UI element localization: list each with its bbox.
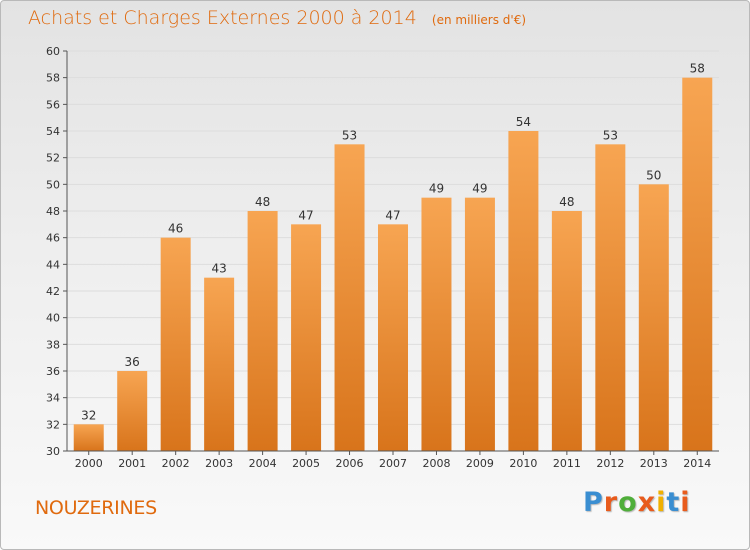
axes: [63, 50, 719, 455]
data-label: 36: [125, 355, 140, 369]
x-tick-label: 2014: [683, 457, 711, 470]
x-tick-label: 2012: [596, 457, 624, 470]
y-tick-label: 46: [46, 232, 60, 245]
bar: [291, 224, 322, 451]
data-label: 47: [298, 208, 313, 222]
bar: [551, 211, 582, 451]
bar: [160, 237, 191, 451]
x-tick-label: 2006: [336, 457, 364, 470]
title-row: Achats et Charges Externes 2000 à 2014 (…: [28, 7, 526, 29]
data-label: 46: [168, 222, 183, 236]
y-tick-label: 40: [46, 312, 60, 325]
bar: [595, 144, 626, 452]
y-tick-label: 52: [46, 152, 60, 165]
logo-letter: i: [656, 487, 667, 518]
data-label: 47: [385, 208, 400, 222]
logo-letter: P: [583, 487, 604, 518]
x-tick-label: 2004: [249, 457, 277, 470]
y-tick-label: 44: [46, 258, 60, 271]
data-label: 49: [429, 182, 444, 196]
logo-letter: r: [603, 487, 619, 518]
x-tick-label: 2002: [162, 457, 190, 470]
data-label: 48: [559, 195, 574, 209]
logo-letter: x: [637, 487, 657, 518]
place-name: NOUZERINES: [35, 497, 157, 519]
y-tick-label: 48: [46, 205, 60, 218]
bar: [117, 371, 148, 451]
y-tick-label: 50: [46, 178, 60, 191]
y-tick-label: 60: [46, 45, 60, 58]
y-tick-label: 30: [46, 445, 60, 458]
labels: 30 32 34 36 38 40 42 44 46 48 50 52 54 56 58 60 32 2000 36…: [46, 45, 711, 470]
x-tick-label: 2013: [640, 457, 668, 470]
bar: [73, 424, 104, 451]
bar: [204, 277, 235, 451]
x-tick-label: 2003: [205, 457, 233, 470]
data-label: 43: [211, 262, 226, 276]
x-tick-label: 2011: [553, 457, 581, 470]
data-label: 54: [516, 115, 531, 129]
y-tick-label: 34: [46, 392, 60, 405]
bar: [378, 224, 408, 451]
x-tick-label: 2000: [75, 457, 103, 470]
y-tick-label: 32: [46, 418, 60, 431]
x-tick-label: 2005: [292, 457, 320, 470]
y-tick-label: 58: [46, 72, 60, 85]
bar: [247, 211, 278, 451]
bar: [421, 197, 452, 451]
chart-title: Achats et Charges Externes 2000 à 2014: [28, 7, 417, 29]
bar: [682, 77, 713, 452]
bars: [73, 77, 713, 452]
y-tick-label: 42: [46, 285, 60, 298]
bar: [638, 184, 669, 452]
data-label: 48: [255, 195, 270, 209]
bar: [508, 131, 539, 451]
data-label: 50: [646, 168, 661, 182]
y-tick-label: 54: [46, 125, 60, 138]
data-label: 53: [603, 128, 618, 142]
y-tick-label: 56: [46, 98, 60, 111]
data-label: 32: [81, 408, 96, 422]
logo-letter: t: [666, 487, 681, 518]
x-tick-label: 2007: [379, 457, 407, 470]
bar: [334, 144, 365, 452]
data-label: 58: [690, 62, 705, 76]
data-label: 49: [472, 182, 487, 196]
x-tick-label: 2001: [118, 457, 146, 470]
bar: [464, 197, 495, 451]
proxiti-logo: Proxiti: [583, 487, 691, 518]
chart-subtitle: (en milliers d'€): [431, 13, 527, 27]
logo-letter: o: [618, 487, 638, 518]
data-label: 53: [342, 128, 357, 142]
x-tick-label: 2009: [466, 457, 494, 470]
logo-letter: i: [680, 487, 691, 518]
x-tick-label: 2008: [422, 457, 450, 470]
y-tick-label: 36: [46, 365, 60, 378]
y-tick-label: 38: [46, 338, 60, 351]
x-tick-label: 2010: [509, 457, 537, 470]
